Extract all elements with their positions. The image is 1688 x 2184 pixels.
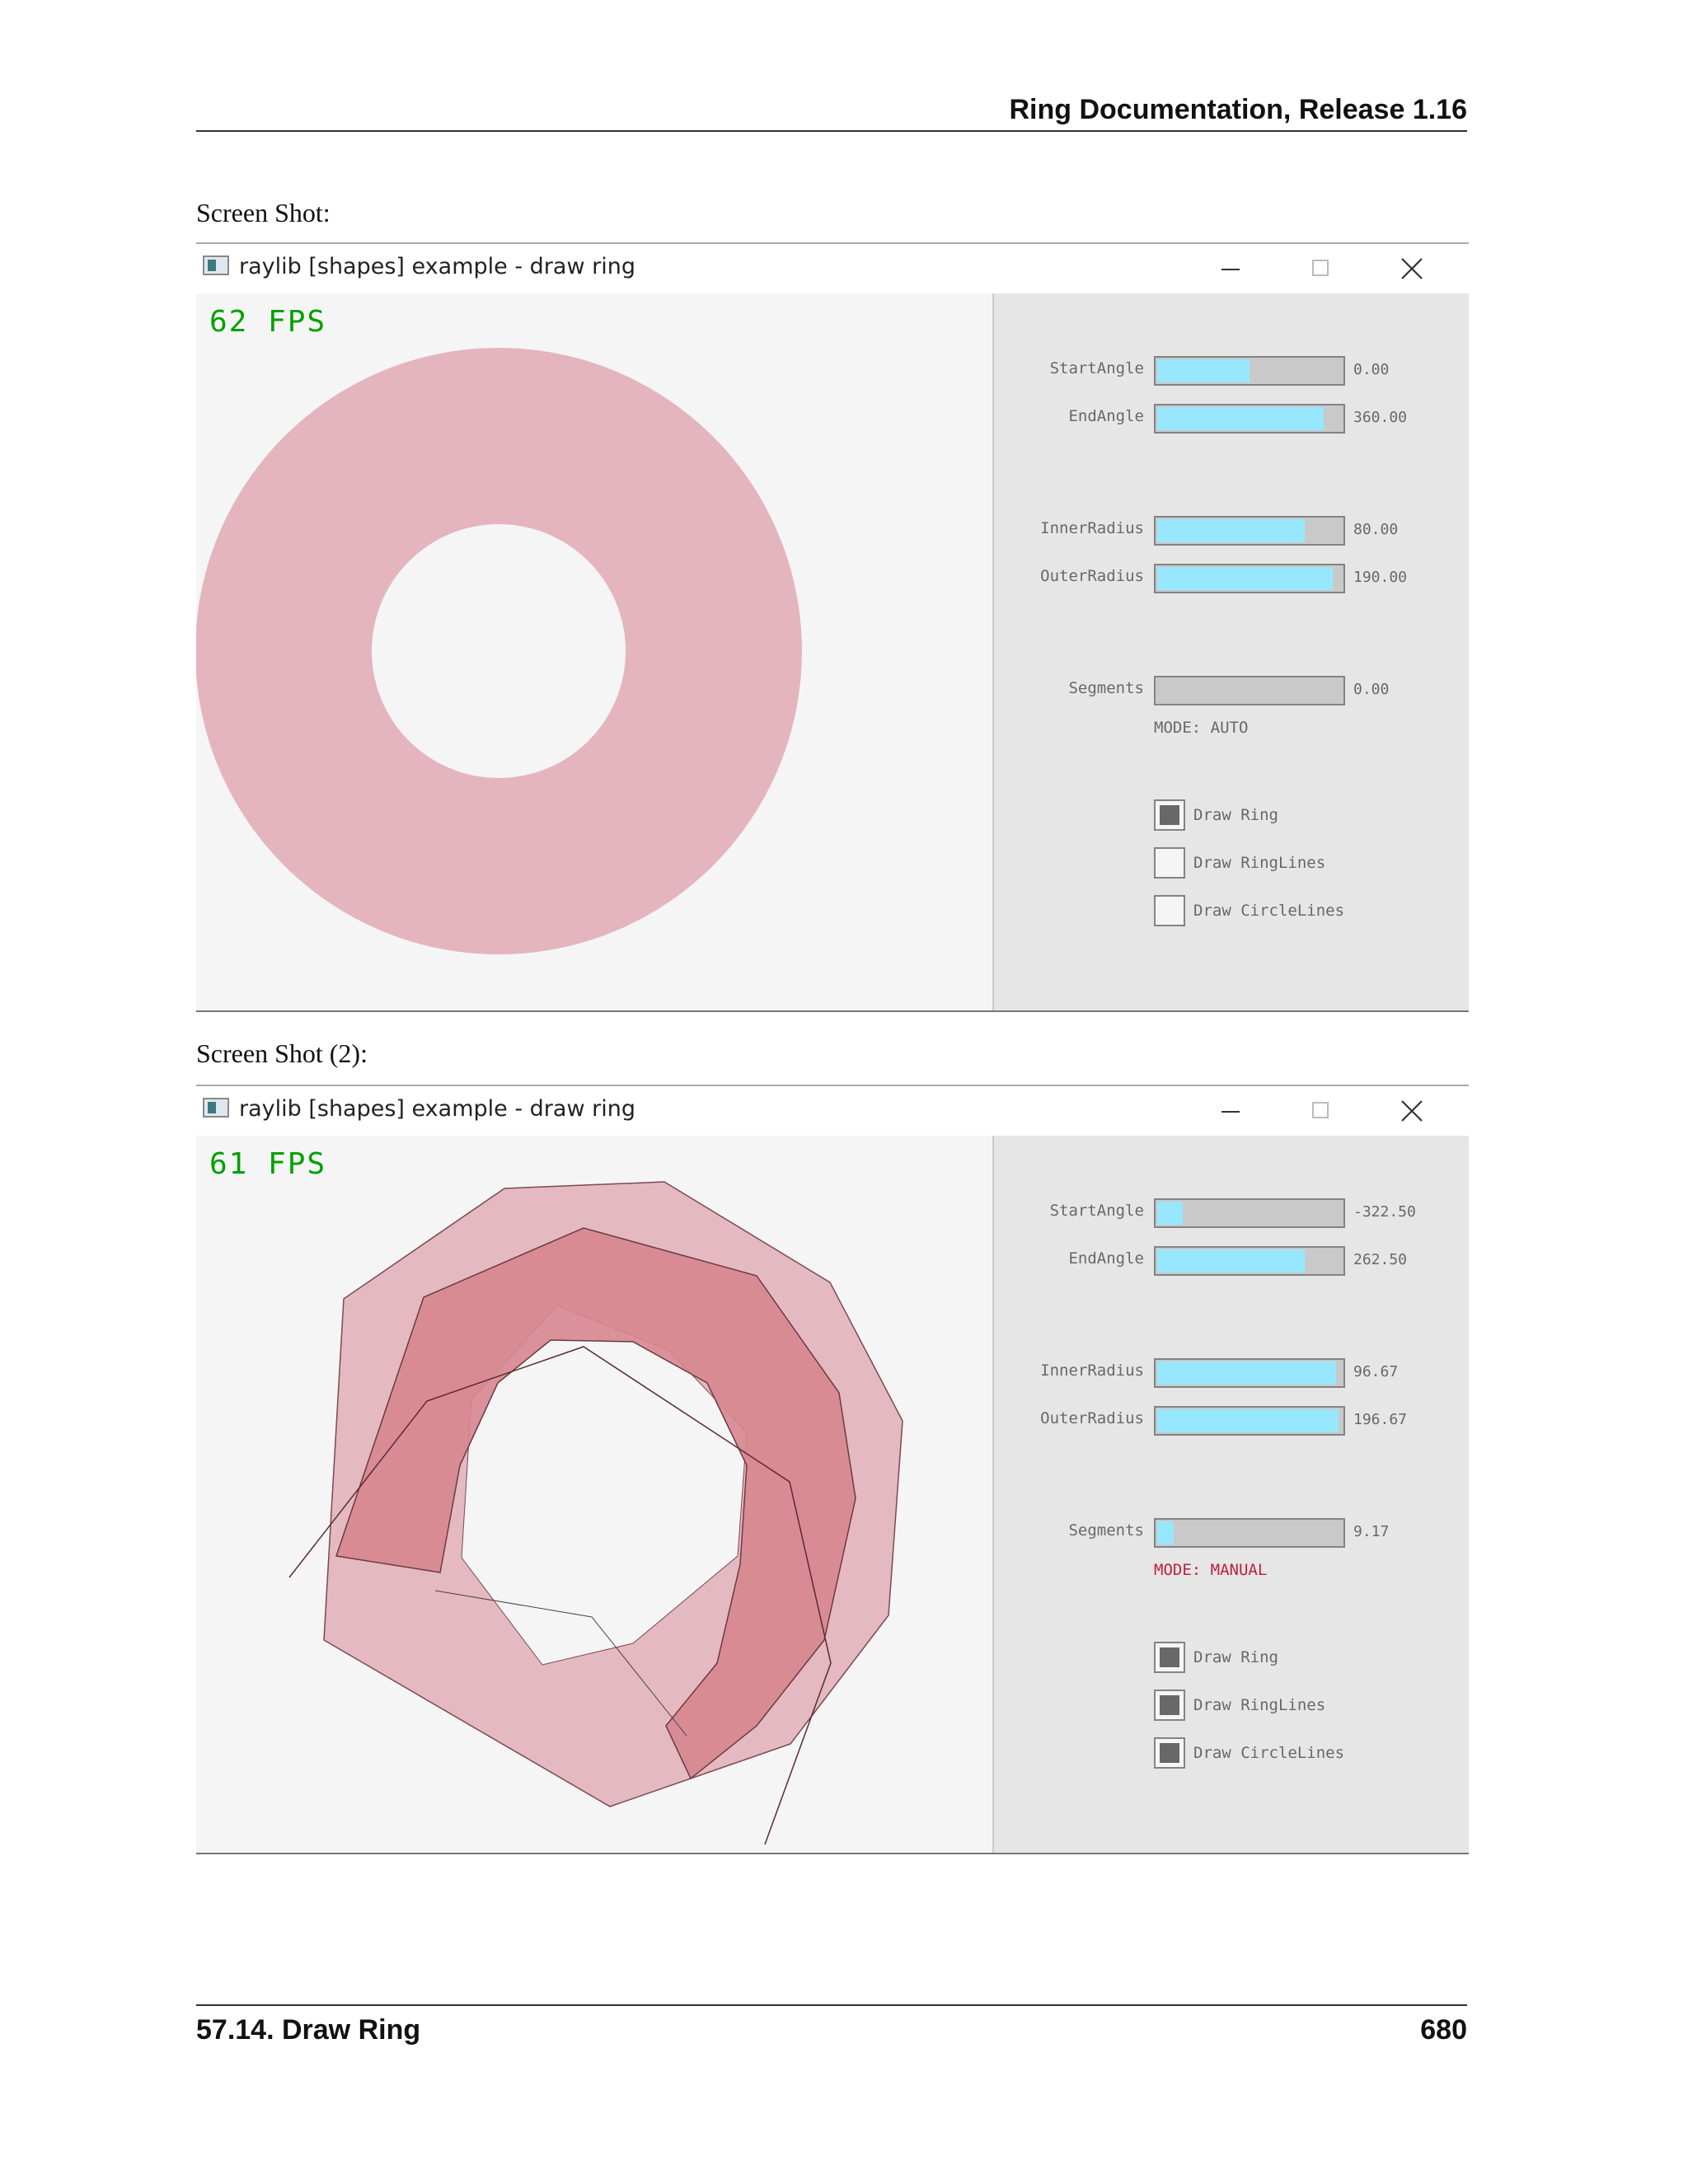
app-window-1: raylib [shapes] example - draw ring 62 F… bbox=[195, 242, 1469, 1012]
control-panel: StartAngle 0.00 EndAngle 360.00 InnerRad… bbox=[992, 293, 1469, 1010]
close-icon[interactable] bbox=[1367, 244, 1457, 293]
app-icon bbox=[203, 1098, 229, 1118]
ring-shape bbox=[195, 348, 802, 954]
window-title: raylib [shapes] example - draw ring bbox=[239, 254, 635, 279]
ring-drawing bbox=[195, 348, 802, 954]
window-client: 62 FPS StartAngle 0.00 EndAngle 360.00 I… bbox=[195, 293, 1469, 1010]
segments-value: 0.00 bbox=[1353, 681, 1390, 698]
inner-radius-value: 80.00 bbox=[1353, 521, 1399, 538]
end-angle-label: EndAngle bbox=[1068, 1249, 1144, 1268]
slider-fill bbox=[1157, 1361, 1337, 1385]
inner-radius-label: InnerRadius bbox=[1040, 1361, 1144, 1380]
outer-radius-slider[interactable] bbox=[1154, 564, 1345, 593]
segments-value: 9.17 bbox=[1353, 1523, 1390, 1540]
end-angle-slider[interactable] bbox=[1154, 404, 1345, 434]
end-angle-label: EndAngle bbox=[1068, 407, 1144, 425]
draw-circlelines-label: Draw CircleLines bbox=[1193, 902, 1345, 920]
segments-slider[interactable] bbox=[1154, 1518, 1345, 1548]
draw-circlelines-label: Draw CircleLines bbox=[1193, 1744, 1345, 1762]
inner-radius-value: 96.67 bbox=[1353, 1363, 1399, 1380]
end-angle-value: 262.50 bbox=[1353, 1251, 1408, 1268]
polygon-ring-drawing bbox=[288, 1181, 903, 1845]
mode-label: MODE: MANUAL bbox=[1154, 1561, 1268, 1579]
render-canvas: 61 FPS bbox=[196, 1136, 992, 1853]
page-header: Ring Documentation, Release 1.16 bbox=[196, 89, 1467, 132]
inner-radius-slider[interactable] bbox=[1154, 516, 1345, 546]
render-canvas: 62 FPS bbox=[195, 293, 992, 1010]
outer-radius-value: 190.00 bbox=[1353, 569, 1408, 586]
slider-fill bbox=[1157, 519, 1306, 542]
window-client: 61 FPS StartAngle -322.50 EndAngle 262.5… bbox=[196, 1136, 1469, 1853]
draw-circlelines-checkbox[interactable] bbox=[1154, 895, 1185, 926]
draw-ring-checkbox[interactable] bbox=[1154, 1642, 1185, 1673]
segments-label: Segments bbox=[1068, 679, 1144, 697]
slider-fill bbox=[1157, 1521, 1175, 1544]
page-number: 680 bbox=[1420, 2014, 1467, 2046]
outer-radius-label: OuterRadius bbox=[1040, 1409, 1144, 1427]
ring-lines bbox=[288, 1346, 832, 1845]
minimize-icon[interactable] bbox=[1185, 1086, 1276, 1136]
header-title: Ring Documentation, Release 1.16 bbox=[1009, 94, 1468, 125]
draw-ringlines-checkbox[interactable] bbox=[1154, 1690, 1185, 1721]
inner-polygon bbox=[461, 1305, 748, 1666]
start-angle-slider[interactable] bbox=[1154, 356, 1345, 386]
outer-radius-slider[interactable] bbox=[1154, 1406, 1345, 1436]
draw-ringlines-label: Draw RingLines bbox=[1193, 854, 1326, 872]
inner-radius-label: InnerRadius bbox=[1040, 519, 1144, 537]
mode-label: MODE: AUTO bbox=[1154, 719, 1249, 737]
start-angle-value: -322.50 bbox=[1353, 1203, 1416, 1221]
end-angle-value: 360.00 bbox=[1353, 409, 1408, 426]
caption-screenshot-2: Screen Shot (2): bbox=[196, 1038, 368, 1068]
draw-ringlines-checkbox[interactable] bbox=[1154, 847, 1185, 879]
draw-ring-label: Draw Ring bbox=[1193, 1648, 1278, 1666]
inner-radius-slider[interactable] bbox=[1154, 1358, 1345, 1388]
start-angle-slider[interactable] bbox=[1154, 1198, 1345, 1228]
app-window-2: raylib [shapes] example - draw ring 61 F… bbox=[196, 1085, 1469, 1854]
slider-fill bbox=[1157, 1249, 1306, 1272]
start-angle-label: StartAngle bbox=[1049, 1202, 1144, 1220]
draw-circlelines-checkbox[interactable] bbox=[1154, 1737, 1185, 1769]
control-panel: StartAngle -322.50 EndAngle 262.50 Inner… bbox=[992, 1136, 1469, 1853]
fps-counter: 62 FPS bbox=[209, 305, 327, 339]
ring-sector bbox=[335, 1227, 856, 1780]
slider-fill bbox=[1157, 359, 1250, 382]
segments-label: Segments bbox=[1068, 1521, 1144, 1540]
slider-fill bbox=[1157, 567, 1333, 590]
draw-ring-label: Draw Ring bbox=[1193, 806, 1278, 824]
window-titlebar[interactable]: raylib [shapes] example - draw ring bbox=[196, 244, 1469, 293]
page-footer: 57.14. Draw Ring 680 bbox=[196, 2004, 1467, 2046]
window-title: raylib [shapes] example - draw ring bbox=[239, 1096, 635, 1122]
draw-ringlines-label: Draw RingLines bbox=[1193, 1696, 1326, 1714]
maximize-icon[interactable] bbox=[1276, 1086, 1367, 1136]
footer-section: 57.14. Draw Ring bbox=[196, 2014, 421, 2046]
slider-fill bbox=[1157, 407, 1324, 430]
start-angle-value: 0.00 bbox=[1353, 361, 1390, 378]
center-lines bbox=[434, 1590, 687, 1736]
window-titlebar[interactable]: raylib [shapes] example - draw ring bbox=[196, 1086, 1469, 1136]
start-angle-label: StartAngle bbox=[1049, 359, 1144, 377]
outer-radius-label: OuterRadius bbox=[1040, 567, 1144, 585]
close-icon[interactable] bbox=[1367, 1086, 1457, 1136]
slider-fill bbox=[1157, 1409, 1339, 1432]
draw-ring-checkbox[interactable] bbox=[1154, 799, 1185, 831]
maximize-icon[interactable] bbox=[1276, 244, 1367, 293]
fps-counter: 61 FPS bbox=[209, 1147, 327, 1181]
app-icon bbox=[203, 255, 229, 275]
outer-radius-value: 196.67 bbox=[1353, 1411, 1408, 1428]
end-angle-slider[interactable] bbox=[1154, 1246, 1345, 1276]
segments-slider[interactable] bbox=[1154, 676, 1345, 705]
slider-fill bbox=[1157, 1202, 1184, 1225]
minimize-icon[interactable] bbox=[1185, 244, 1276, 293]
caption-screenshot-1: Screen Shot: bbox=[196, 198, 331, 227]
